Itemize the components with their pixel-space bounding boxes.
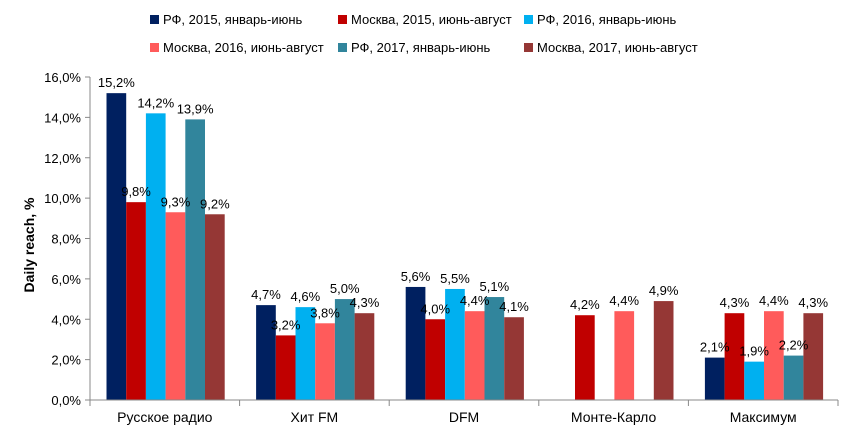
legend-swatch [150,15,159,24]
bar [256,305,276,400]
legend-entry: РФ, 2016, январь-июнь [537,12,677,27]
bar [145,113,166,401]
bar [504,317,524,400]
data-label: 4,6% [291,289,321,304]
bar [445,288,465,400]
legend-swatch [338,43,347,52]
bar [764,311,784,400]
data-label: 3,2% [271,317,301,332]
y-tick-label: 6,0% [51,272,81,287]
bar [484,297,505,400]
y-tick-label: 8,0% [51,232,81,247]
data-label: 1,9% [739,344,769,359]
bar [405,286,426,400]
bar [464,311,485,400]
legend-swatch [150,43,159,52]
bar [106,93,127,401]
legend-entry: РФ, 2015, январь-июнь [163,12,303,27]
data-label: 4,0% [420,301,450,316]
legend-entry: РФ, 2017, январь-июнь [351,40,491,55]
data-label: 4,2% [570,297,600,312]
x-tick-label: Русское радио [117,409,212,425]
data-label: 15,2% [98,75,135,90]
y-tick-label: 12,0% [44,151,81,166]
data-label: 13,9% [177,101,214,116]
bar [334,299,355,400]
data-label: 2,2% [779,338,809,353]
bar [744,361,764,400]
data-label: 4,7% [251,287,281,302]
data-label: 14,2% [137,95,174,110]
x-tick-label: DFM [449,409,479,425]
bar [653,301,674,400]
data-label: 9,3% [161,194,191,209]
y-tick-label: 2,0% [51,353,81,368]
bar [165,212,186,400]
bar [803,313,824,400]
data-label: 4,3% [350,295,380,310]
y-tick-label: 16,0% [44,70,81,85]
data-labels: 15,2% 4,7% 5,6% 2,1% 9,8% 3,2% 4,0% 4,2% 4,3% 14,… [98,75,829,358]
data-label: 4,4% [460,293,490,308]
data-label: 9,8% [121,184,151,199]
bar [205,214,225,400]
data-label: 3,8% [310,305,340,320]
data-label: 4,9% [649,283,679,298]
x-tick-label: Монте-Карло [571,409,657,425]
data-label: 4,3% [720,295,750,310]
y-tick-label: 14,0% [44,110,81,125]
data-label: 5,5% [440,271,470,286]
bar [354,313,375,400]
data-label: 9,2% [200,196,230,211]
legend-swatch [524,43,533,52]
axes [89,77,839,406]
data-label: 4,4% [759,293,789,308]
bar [614,311,635,400]
data-label: 5,6% [401,269,431,284]
x-axis-ticks: Русское радио Хит FM DFM Монте-Карло Максиму… [117,409,797,425]
bar [724,313,745,400]
bar [783,355,804,400]
y-tick-label: 10,0% [44,191,81,206]
y-axis-ticks: 0,0% 2,0% 4,0% 6,0% 8,0% 10,0% 12,0% 14,0% 16,0% [44,70,90,408]
x-tick-label: Максимум [730,409,797,425]
bar [315,323,335,400]
legend-swatch [338,15,347,24]
bar [295,307,316,400]
bar [275,335,296,400]
legend-entry: Москва, 2015, июнь-август [351,12,512,27]
bar [126,202,146,400]
data-label: 4,3% [798,295,828,310]
bar-series [106,93,824,401]
y-tick-label: 4,0% [51,312,81,327]
legend-entry: Москва, 2017, июнь-август [537,40,698,55]
data-label: 4,4% [609,293,639,308]
legend-entry: Москва, 2016, июнь-август [163,40,324,55]
y-tick-label: 0,0% [51,393,81,408]
legend-swatch [524,15,533,24]
chart-legend: РФ, 2015, январь-июнь Москва, 2015, июнь-… [150,12,698,55]
y-axis-label: Daily reach, % [21,197,37,292]
data-label: 5,1% [480,279,510,294]
bar [704,357,725,400]
bar [575,315,595,400]
bar [185,119,205,401]
data-label: 5,0% [330,281,360,296]
x-tick-label: Хит FM [291,409,339,425]
data-label: 4,1% [499,299,529,314]
data-label: 2,1% [700,340,730,355]
bar [425,319,446,400]
